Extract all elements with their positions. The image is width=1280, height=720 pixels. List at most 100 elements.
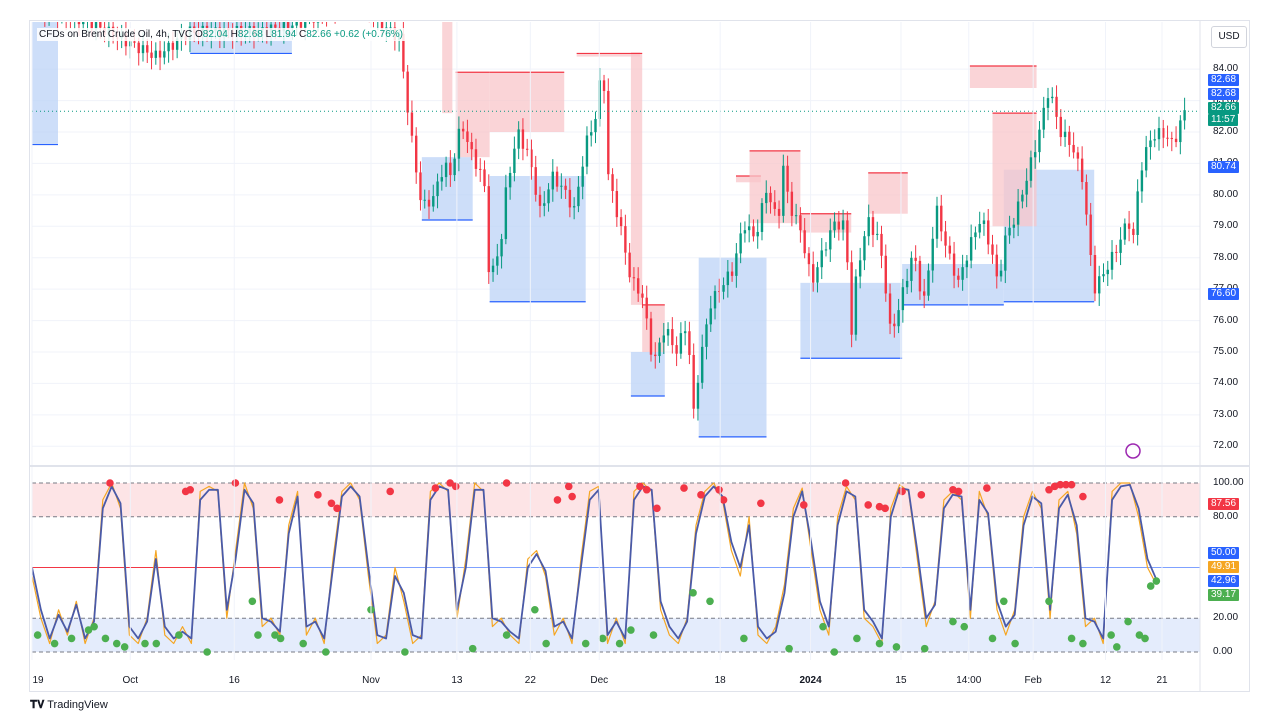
- overbought-marker: [568, 492, 576, 501]
- time-tick-label: 16: [228, 675, 240, 686]
- demand-zone: [698, 257, 767, 437]
- oversold-marker: [542, 639, 550, 648]
- oversold-marker: [581, 639, 590, 648]
- candle-up: [969, 237, 973, 261]
- candle-down: [466, 131, 469, 143]
- candle-down: [654, 354, 657, 357]
- candle-down: [1080, 158, 1084, 183]
- candle-up: [735, 253, 738, 276]
- candle-down: [1076, 152, 1080, 159]
- overbought-marker: [1062, 480, 1070, 489]
- supply-zone: [576, 53, 640, 57]
- candle-down: [1059, 116, 1063, 138]
- candle-down: [521, 129, 525, 149]
- overbought-marker: [898, 487, 906, 496]
- candle-down: [69, 18, 71, 19]
- oversold-marker: [112, 639, 121, 648]
- candle-down: [632, 277, 636, 279]
- candle-down: [133, 41, 136, 43]
- candle-up: [705, 324, 708, 347]
- candle-down: [850, 262, 853, 335]
- price-tick-label: 76.00: [1213, 314, 1239, 326]
- candle-up: [1102, 274, 1105, 277]
- change-value: +0.62 (+0.76%): [334, 29, 403, 40]
- oversold-marker: [740, 634, 748, 643]
- oversold-marker: [949, 617, 957, 626]
- candle-down: [44, 4, 46, 15]
- candle-up: [163, 51, 166, 58]
- oversold-marker: [1141, 634, 1149, 643]
- candle-down: [312, 22, 315, 23]
- overbought-marker: [333, 504, 341, 513]
- candle-up: [1038, 129, 1041, 153]
- candle-down: [611, 174, 614, 192]
- candle-down: [568, 189, 572, 208]
- currency-button[interactable]: USD: [1211, 26, 1247, 48]
- price-tick-label: 82.00: [1213, 126, 1239, 137]
- chart-frame: [29, 20, 1250, 692]
- open-value: 82.04: [202, 29, 228, 40]
- candle-down: [671, 329, 674, 346]
- time-tick-label: 2024: [799, 675, 822, 686]
- candle-down: [1174, 138, 1178, 143]
- osc-value-label: 87.56: [1208, 498, 1240, 510]
- candle-up: [709, 308, 712, 325]
- candle-up: [496, 256, 499, 266]
- candle-up: [701, 346, 704, 383]
- candle-up: [577, 186, 580, 207]
- osc-tick-label: 20.00: [1213, 612, 1239, 624]
- candle-down: [807, 253, 811, 265]
- time-tick-label: Dec: [590, 675, 609, 686]
- time-tick-label: 14:00: [956, 675, 982, 686]
- candle-up: [726, 271, 730, 286]
- oversold-marker: [120, 643, 129, 651]
- candle-up: [585, 135, 589, 167]
- candle-down: [461, 128, 465, 132]
- price-tick-label: 72.00: [1213, 440, 1239, 452]
- candle-up: [696, 382, 700, 409]
- overbought-marker: [553, 496, 562, 504]
- oversold-marker: [1000, 597, 1008, 606]
- oversold-marker: [892, 643, 901, 651]
- overbought-marker: [917, 491, 926, 499]
- candle-up: [905, 280, 909, 288]
- time-tick-label: 21: [1156, 675, 1168, 686]
- supply-zone: [969, 66, 1037, 88]
- candle-up: [1004, 235, 1007, 271]
- candle-up: [547, 189, 550, 204]
- candle-up: [338, 6, 340, 11]
- overbought-band: [32, 483, 1200, 517]
- overbought-marker: [446, 479, 454, 487]
- candle-up: [504, 187, 508, 240]
- candle-up: [86, 18, 88, 19]
- candle-up: [1123, 223, 1127, 240]
- candle-up: [508, 172, 512, 188]
- oversold-marker: [299, 639, 308, 648]
- oversold-marker: [152, 639, 161, 648]
- oversold-marker: [875, 639, 884, 648]
- candle-up: [73, 13, 75, 20]
- osc-value-label: 50.00: [1208, 547, 1240, 559]
- symbol-title[interactable]: CFDs on Brent Crude Oil, 4h, TVC: [39, 29, 193, 40]
- oversold-marker: [531, 605, 539, 614]
- overbought-marker: [327, 499, 336, 508]
- candle-up: [351, 0, 353, 9]
- candle-up: [820, 250, 823, 268]
- candle-up: [423, 199, 426, 201]
- candle-up: [1008, 227, 1011, 236]
- candle-down: [1127, 223, 1131, 229]
- oversold-marker: [830, 648, 839, 656]
- candle-up: [295, 22, 298, 26]
- candle-down: [406, 71, 409, 113]
- oversold-marker: [598, 634, 607, 643]
- tradingview-logo[interactable]: 𝐓𝐕 TradingView: [30, 699, 108, 712]
- candle-down: [538, 194, 542, 206]
- candle-down: [790, 191, 794, 216]
- candle-down: [880, 233, 883, 256]
- candle-down: [914, 257, 917, 261]
- candle-down: [987, 220, 990, 245]
- close-label: C: [299, 29, 307, 40]
- candle-down: [1170, 137, 1173, 139]
- price-axis-label-last: 82.66: [1208, 102, 1240, 114]
